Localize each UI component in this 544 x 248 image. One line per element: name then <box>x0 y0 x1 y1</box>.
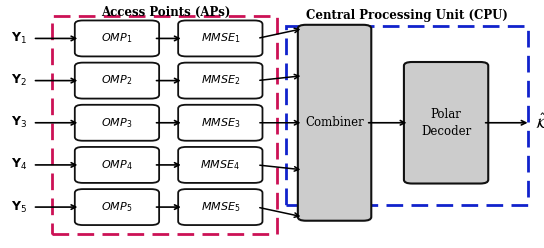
Text: $\hat{\mathcal{K}}$: $\hat{\mathcal{K}}$ <box>535 113 544 132</box>
Text: $OMP_{4}$: $OMP_{4}$ <box>101 158 133 172</box>
Text: Central Processing Unit (CPU): Central Processing Unit (CPU) <box>306 9 508 22</box>
FancyBboxPatch shape <box>75 21 159 57</box>
Text: $MMSE_{5}$: $MMSE_{5}$ <box>201 200 240 214</box>
FancyBboxPatch shape <box>404 62 489 184</box>
Text: $MMSE_{1}$: $MMSE_{1}$ <box>201 31 240 45</box>
FancyBboxPatch shape <box>178 21 263 57</box>
FancyBboxPatch shape <box>75 147 159 183</box>
Text: $\mathbf{Y}_{1}$: $\mathbf{Y}_{1}$ <box>11 31 27 46</box>
Text: Polar
Decoder: Polar Decoder <box>421 108 471 138</box>
Text: Access Points (APs): Access Points (APs) <box>101 6 231 19</box>
Text: $OMP_{1}$: $OMP_{1}$ <box>101 31 133 45</box>
Text: $OMP_{5}$: $OMP_{5}$ <box>101 200 133 214</box>
Text: $OMP_{3}$: $OMP_{3}$ <box>101 116 133 130</box>
Text: $\mathbf{Y}_{2}$: $\mathbf{Y}_{2}$ <box>11 73 27 88</box>
FancyBboxPatch shape <box>298 25 371 221</box>
Text: $\mathbf{Y}_{4}$: $\mathbf{Y}_{4}$ <box>11 157 27 172</box>
Text: $\mathbf{Y}_{5}$: $\mathbf{Y}_{5}$ <box>11 200 27 215</box>
FancyBboxPatch shape <box>75 62 159 98</box>
FancyBboxPatch shape <box>178 189 263 225</box>
FancyBboxPatch shape <box>178 105 263 141</box>
FancyBboxPatch shape <box>178 62 263 98</box>
Text: $MMSE_{2}$: $MMSE_{2}$ <box>201 74 240 88</box>
Text: $\mathbf{Y}_{3}$: $\mathbf{Y}_{3}$ <box>11 115 27 130</box>
Text: Combiner: Combiner <box>305 116 364 129</box>
Text: $MMSE_{4}$: $MMSE_{4}$ <box>200 158 240 172</box>
FancyBboxPatch shape <box>75 189 159 225</box>
Text: $OMP_{2}$: $OMP_{2}$ <box>101 74 133 88</box>
FancyBboxPatch shape <box>75 105 159 141</box>
FancyBboxPatch shape <box>178 147 263 183</box>
Text: $MMSE_{3}$: $MMSE_{3}$ <box>201 116 240 130</box>
